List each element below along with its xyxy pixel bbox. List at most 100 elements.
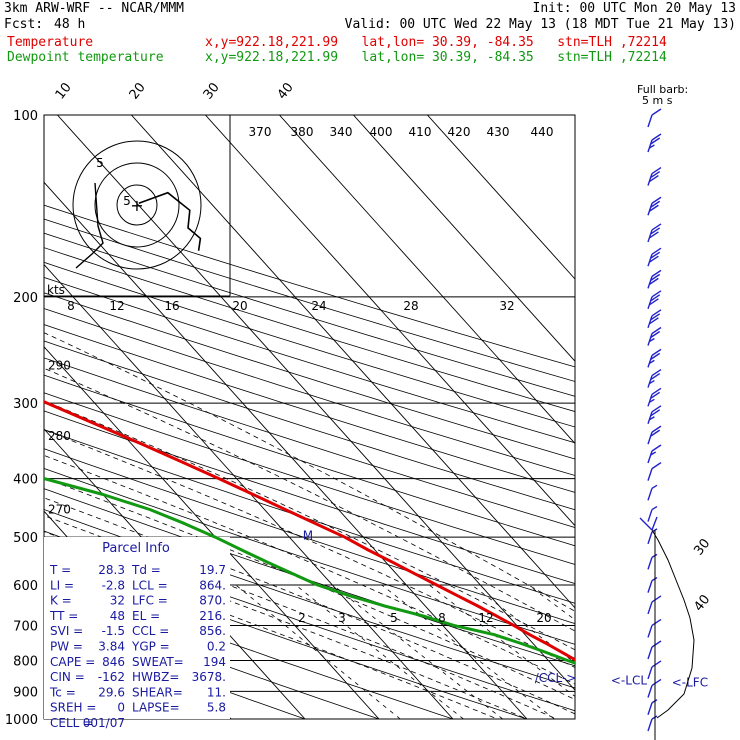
moist-adiabat-line: [44, 367, 575, 632]
dry-adiabat-line: [44, 276, 575, 444]
parcel-param-value: 216.: [199, 609, 226, 623]
pressure-tick-label: 500: [13, 531, 38, 546]
pressure-tick-label: 700: [13, 619, 38, 634]
hodograph-speed-unit: kts: [47, 283, 65, 297]
wind-barb-staff: [647, 431, 653, 445]
wind-barb: [647, 678, 662, 698]
wind-barb-feather: [651, 269, 662, 277]
wind-barb-feather: [651, 640, 662, 648]
parcel-param-label: LCL =: [132, 578, 168, 592]
parcel-param-label: CCL =: [132, 624, 169, 638]
moist-adiabat-line: [44, 497, 575, 715]
parcel-param-value: 0: [117, 701, 125, 715]
parcel-param-value: -1.5: [102, 624, 125, 638]
wind-barb-feather: [650, 429, 661, 437]
parcel-info-row: CIN = -162 HWBZ= 3678.: [50, 670, 226, 684]
profile-lines: [44, 400, 575, 665]
parcel-param-value: 864.: [199, 578, 226, 592]
wind-barbs: [639, 108, 695, 740]
theta-label: 340: [330, 125, 353, 139]
wind-barb-feather: [651, 405, 662, 413]
isotherm-label: 30: [201, 80, 223, 102]
wind-barb-staff: [647, 139, 653, 153]
mixing-ratio-line: [235, 584, 401, 719]
wind-speed-axis-label: 20: [232, 299, 247, 313]
wind-barb-feather: [649, 144, 655, 149]
wind-barb: [647, 576, 658, 593]
wind-barb-staff: [647, 276, 653, 289]
parcel-level-annotation: <-LFC: [672, 675, 708, 689]
wind-barb: [647, 326, 662, 346]
parcel-info-row: SREH = 0 LAPSE= 5.8: [50, 701, 226, 715]
wind-barb-staff: [647, 296, 653, 310]
wind-barb-feather: [651, 595, 662, 603]
parcel-param-label: Td =: [131, 563, 161, 577]
wind-barb-feather: [650, 391, 661, 399]
parcel-info-title: Parcel Info: [102, 541, 170, 556]
parcel-param-value: 32: [110, 594, 125, 608]
wind-barb-feather: [649, 359, 655, 364]
wind-barb-feather: [649, 298, 659, 306]
wind-barb: [647, 462, 662, 481]
wind-barb-staff: [647, 394, 653, 407]
wind-barb-staff: [647, 229, 653, 243]
wind-barb-staff: [647, 468, 653, 481]
mixing-ratio-line: [381, 584, 555, 719]
parcel-info-row: K = 32 LFC = 870.: [50, 594, 226, 608]
wind-barb-feather: [651, 444, 662, 452]
wind-barb-staff: [647, 411, 653, 425]
mixing-ratio-label: 12: [478, 611, 493, 625]
wind-barb-staff: [647, 315, 653, 329]
parcel-param-label: SHEAR=: [132, 685, 183, 699]
wind-barb: [647, 368, 662, 388]
theta-label: 400: [370, 125, 393, 139]
isotherm-line: [57, 115, 575, 691]
parcel-info-row: LI = -2.8 LCL = 864.: [50, 578, 226, 592]
wind-barb-feather: [651, 166, 662, 175]
wind-barb-feather: [650, 409, 661, 417]
parcel-param-label: K =: [50, 594, 72, 608]
wind-barb-staff: [647, 450, 653, 464]
wind-barb-feather: [649, 277, 659, 285]
wind-barb-feather: [651, 348, 662, 356]
parcel-param-label: YGP =: [131, 640, 170, 654]
dry-adiabat-line: [44, 247, 575, 412]
wind-barb-feather: [651, 290, 662, 298]
wind-barb: [647, 553, 658, 570]
wind-barb: [647, 387, 662, 407]
parcel-param-label: LAPSE=: [132, 701, 180, 715]
parcel-param-label: Tc =: [49, 685, 76, 699]
mixing-ratio-line: [332, 584, 503, 719]
parcel-level-annotation: <-LCL: [611, 674, 647, 688]
wind-barb-feather: [649, 204, 659, 212]
wind-barb-staff: [647, 557, 653, 570]
hodograph-ring-label: 5: [123, 194, 131, 208]
wind-barb-staff: [647, 685, 653, 698]
init-time: Init: 00 UTC Mon 20 May 13: [532, 1, 737, 16]
parcel-param-label: LFC =: [132, 594, 168, 608]
wind-barb-staff: [647, 666, 653, 680]
isotherm-line: [44, 263, 454, 719]
theta-label: 410: [409, 125, 432, 139]
wind-barb: [647, 618, 662, 638]
wind-profile-speed-label: 30: [691, 536, 713, 558]
temperature-side-label: 290: [48, 359, 71, 373]
parcel-param-value: 846: [102, 655, 125, 669]
parcel-param-value: -2.8: [102, 578, 125, 592]
wind-barb: [647, 699, 658, 715]
wind-barb-staff: [647, 173, 653, 186]
theta-label: 420: [448, 125, 471, 139]
isotherm-line: [131, 115, 575, 609]
dry-adiabat-line: [44, 357, 575, 528]
wind-barb-feather: [651, 309, 662, 317]
wind-barb-staff: [647, 375, 653, 388]
dry-adiabat-line: [44, 340, 575, 511]
wind-barb: [647, 247, 662, 267]
parcel-level-annotation: M: [303, 529, 313, 543]
pressure-tick-label: 600: [13, 579, 38, 594]
wind-barb: [639, 516, 658, 531]
wind-barb-feather: [649, 416, 655, 421]
wind-barb-feather: [651, 326, 662, 335]
wind-barb: [647, 640, 662, 660]
wind-barb-staff: [647, 203, 653, 216]
